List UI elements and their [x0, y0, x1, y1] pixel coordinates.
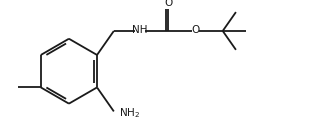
Text: NH$_2$: NH$_2$ [119, 107, 140, 120]
Text: O: O [164, 0, 172, 8]
Text: O: O [191, 25, 200, 35]
Text: NH: NH [132, 25, 148, 35]
